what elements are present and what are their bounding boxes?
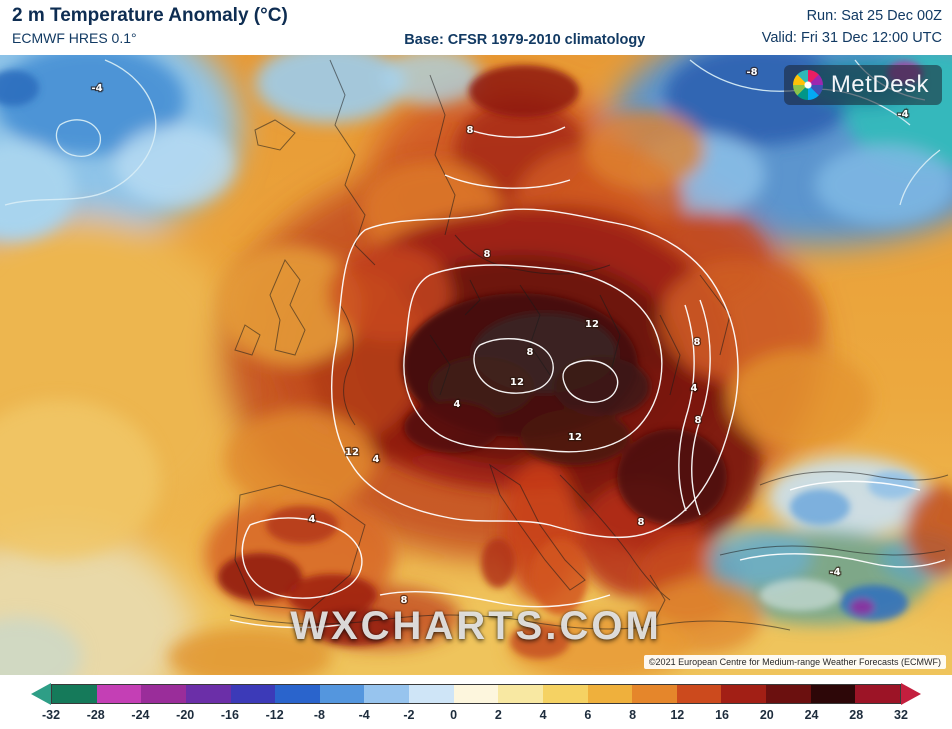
colorbar-arrow-right — [901, 683, 921, 705]
colorbar-segment — [185, 685, 231, 703]
climatology-label: Base: CFSR 1979-2010 climatology — [404, 32, 646, 48]
colorbar: -32 -28 -24 -20 -16 -12 -8 -4 -2 0 2 4 6 8 12 16 20 24 28 3… — [0, 675, 952, 729]
colorbar-tick: 2 — [494, 708, 502, 722]
colorbar-segment — [721, 685, 766, 703]
colorbar-inner: -32 -28 -24 -20 -16 -12 -8 -4 -2 0 2 4 6 8 12 16 20 24 28 3… — [31, 683, 921, 726]
colorbar-tick: -16 — [220, 708, 239, 722]
colorbar-tick: 16 — [715, 708, 729, 722]
colorbar-segment — [498, 685, 543, 703]
contour-label: 12 — [345, 447, 359, 458]
colorbar-tick: 6 — [584, 708, 592, 722]
run-label: Run: Sat 25 Dec 00Z — [806, 8, 942, 24]
colorbar-tick: 24 — [804, 708, 819, 722]
contour-label: 12 — [568, 432, 582, 443]
contour-label: 8 — [527, 347, 534, 358]
colorbar-tick: -32 — [41, 708, 61, 722]
colorbar-tick: -24 — [131, 708, 150, 722]
contour-label: 4 — [454, 399, 461, 410]
contour-label: 4 — [691, 383, 698, 394]
anomaly-map-canvas: -4 -8 -4 8 8 12 8 12 4 12 4 8 4 8 12 4 8 8 -4 — [0, 55, 952, 675]
contour-label: 4 — [373, 454, 380, 465]
contour-label: 8 — [694, 337, 701, 348]
colorbar-tick: -2 — [403, 708, 415, 722]
colorbar-segment — [855, 685, 900, 703]
map-blobs-small — [0, 61, 923, 659]
colorbar-segment — [230, 685, 276, 703]
colorbar-segment — [275, 685, 320, 703]
model-label: ECMWF HRES 0.1° — [12, 29, 137, 46]
colorbar-segment — [676, 685, 722, 703]
contour-label: -8 — [746, 67, 757, 78]
page-title: 2 m Temperature Anomaly (°C) — [12, 5, 288, 26]
colorbar-tick: 4 — [539, 708, 547, 722]
colorbar-segment — [810, 685, 856, 703]
contour-label: 8 — [467, 125, 474, 136]
contour-label: 4 — [309, 514, 316, 525]
colorbar-ticks: -32 -28 -24 -20 -16 -12 -8 -4 -2 0 2 4 6 8 12 16 20 24 28 3… — [42, 708, 908, 726]
colorbar-row — [31, 683, 921, 705]
anomaly-contours — [229, 126, 946, 629]
metdesk-logo: MetDesk — [783, 65, 942, 105]
contour-label: 8 — [401, 595, 408, 606]
watermark: WXCHARTS.COM — [290, 604, 662, 648]
contour-label: -4 — [829, 567, 840, 578]
anomaly-map: -4 -8 -4 8 8 12 8 12 4 12 4 8 4 8 12 4 8 8 -4 MetDesk WXCH… — [0, 55, 952, 675]
colorbar-segment — [96, 685, 142, 703]
colorbar-tick: -20 — [176, 708, 195, 722]
contour-label: 8 — [695, 415, 702, 426]
colorbar-segment — [632, 685, 677, 703]
colorbar-tick: -12 — [265, 708, 284, 722]
colorbar-tick: -28 — [86, 708, 105, 722]
colorbar-segment — [319, 685, 365, 703]
header-left: 2 m Temperature Anomaly (°C) ECMWF HRES … — [12, 5, 288, 52]
colorbar-segments — [51, 684, 901, 704]
colorbar-tick: -8 — [313, 708, 325, 722]
colorbar-segment — [587, 685, 633, 703]
colorbar-segment — [409, 685, 454, 703]
contour-label: 12 — [510, 377, 524, 388]
copyright-note: ©2021 European Centre for Medium-range W… — [643, 655, 946, 669]
run-info: Run: Sat 25 Dec 00Z Valid: Fri 31 Dec 12… — [762, 5, 942, 52]
colorbar-segment — [453, 685, 499, 703]
contour-labels-layer: -4 -8 -4 8 8 12 8 12 4 12 4 8 4 8 12 4 8 8 -4 — [90, 66, 910, 608]
metdesk-logo-text: MetDesk — [830, 71, 929, 98]
colorbar-segment — [766, 685, 811, 703]
colorbar-tick: 20 — [759, 708, 774, 722]
colorbar-tick: 12 — [670, 708, 685, 722]
metdesk-pinwheel-icon — [792, 70, 823, 100]
header: 2 m Temperature Anomaly (°C) ECMWF HRES … — [0, 0, 952, 55]
colorbar-tick: -4 — [358, 708, 370, 722]
contour-label: -4 — [897, 109, 908, 120]
colorbar-tick: 8 — [629, 708, 637, 722]
contour-label: -4 — [91, 83, 102, 94]
colorbar-tick: 0 — [450, 708, 458, 722]
colorbar-tick: 28 — [849, 708, 864, 722]
colorbar-segment — [542, 685, 588, 703]
contour-label: 8 — [484, 249, 491, 260]
contour-label: 8 — [638, 517, 645, 528]
contour-label: 12 — [585, 319, 599, 330]
colorbar-tick: 32 — [894, 708, 908, 722]
colorbar-segment — [364, 685, 409, 703]
colorbar-segment — [52, 685, 97, 703]
colorbar-segment — [141, 685, 186, 703]
valid-label: Valid: Fri 31 Dec 12:00 UTC — [761, 29, 942, 46]
colorbar-arrow-left — [31, 683, 51, 705]
